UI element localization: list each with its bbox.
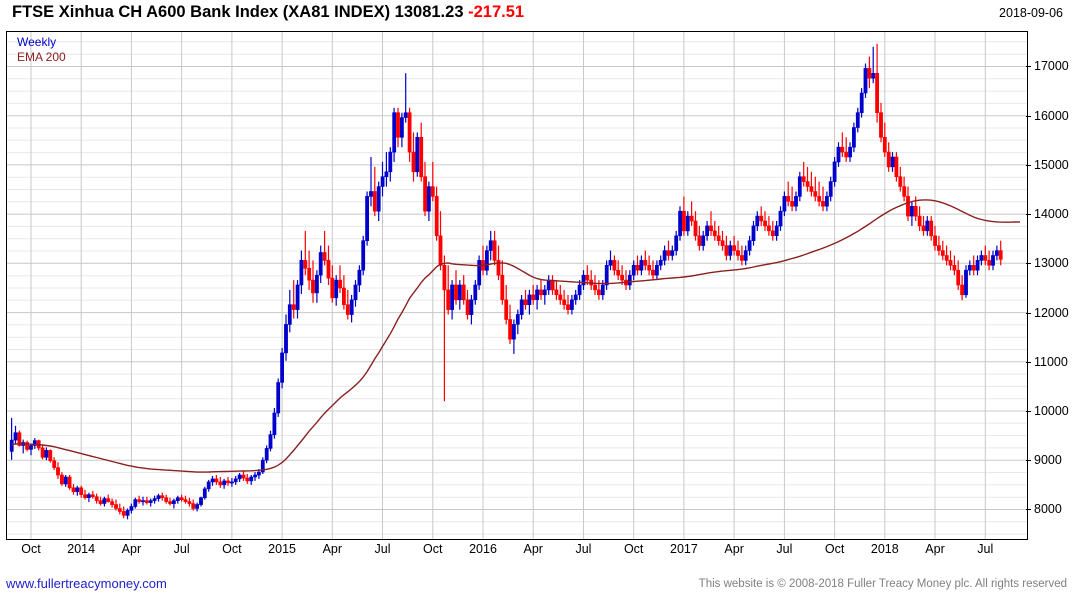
x-axis-tick-label: 2015 [268, 542, 296, 556]
y-axis-tick-label: 11000 [1034, 354, 1068, 369]
y-axis-tick-mark [1026, 164, 1031, 166]
y-axis-tick-mark [1026, 411, 1031, 413]
last-price: 13081.23 [394, 3, 464, 21]
y-axis-tick-mark [1026, 361, 1031, 363]
x-axis-tick-label: 2014 [67, 542, 96, 556]
y-axis-tick-mark [1026, 115, 1031, 117]
x-axis-tick-label: Jul [374, 542, 391, 556]
x-axis-tick-label: Oct [21, 542, 41, 556]
y-axis-tick-label: 13000 [1034, 256, 1069, 271]
y-axis-tick-label: 10000 [1034, 404, 1069, 419]
y-axis-tick-label: 17000 [1034, 59, 1069, 74]
as-of-date: 2018-09-06 [999, 6, 1063, 20]
price-change: -217.51 [468, 3, 525, 21]
y-axis-tick-mark [1026, 214, 1031, 216]
y-axis-tick-mark [1026, 312, 1031, 314]
x-axis-tick-label: Jul [776, 542, 793, 556]
site-url-link[interactable]: www.fullertreacymoney.com [6, 576, 167, 591]
y-axis-tick-label: 8000 [1034, 502, 1062, 517]
x-axis-labels: Oct 2014 Apr Jul Oct 2015 Apr Jul Oct 2016 Apr Jul O… [6, 542, 1028, 562]
x-axis-tick-label: Apr [724, 542, 744, 556]
x-axis-tick-label: Apr [322, 542, 343, 556]
y-axis-tick-mark [1026, 263, 1031, 265]
candlestick-plot [7, 32, 1027, 539]
y-axis-labels: 8000 9000 10000 11000 12000 13000 14000 15000 16… [1026, 31, 1075, 540]
x-axis-tick-label: Oct [623, 542, 644, 556]
x-axis-tick-label: Jul [575, 542, 592, 556]
y-axis-tick-mark [1026, 509, 1031, 511]
x-axis-tick-label: 2016 [469, 542, 497, 556]
chart-footer: www.fullertreacymoney.com This website i… [0, 576, 1075, 600]
y-axis-tick-label: 9000 [1034, 453, 1062, 468]
x-axis-tick-label: Apr [121, 542, 142, 556]
chart-plot-area[interactable]: Weekly EMA 200 [6, 31, 1028, 540]
y-axis-tick-label: 15000 [1034, 157, 1069, 172]
y-axis-tick-label: 14000 [1034, 207, 1069, 222]
page-title: FTSE Xinhua CH A600 Bank Index (XA81 IND… [12, 3, 524, 22]
x-axis-tick-label: Apr [523, 542, 543, 556]
x-axis-tick-label: Oct [824, 542, 845, 556]
copyright-notice: This website is © 2008-2018 Fuller Treac… [698, 578, 1067, 590]
x-axis-tick-label: 2017 [670, 542, 698, 556]
x-axis-tick-label: Jul [173, 542, 190, 556]
y-axis-tick-label: 16000 [1034, 108, 1069, 123]
instrument-name: FTSE Xinhua CH A600 Bank Index [12, 3, 279, 21]
chart-svg [7, 32, 1027, 539]
x-axis-tick-label: Oct [423, 542, 443, 556]
x-axis-tick-label: Oct [222, 542, 242, 556]
y-axis-tick-mark [1026, 460, 1031, 462]
y-axis-tick-mark [1026, 66, 1031, 68]
x-axis-tick-label: Apr [925, 542, 945, 556]
x-axis-tick-label: Jul [977, 542, 994, 556]
instrument-ticker: (XA81 INDEX) [282, 3, 391, 21]
x-axis-tick-label: 2018 [870, 542, 899, 556]
y-axis-tick-label: 12000 [1034, 305, 1069, 320]
chart-header: FTSE Xinhua CH A600 Bank Index (XA81 IND… [0, 0, 1075, 30]
